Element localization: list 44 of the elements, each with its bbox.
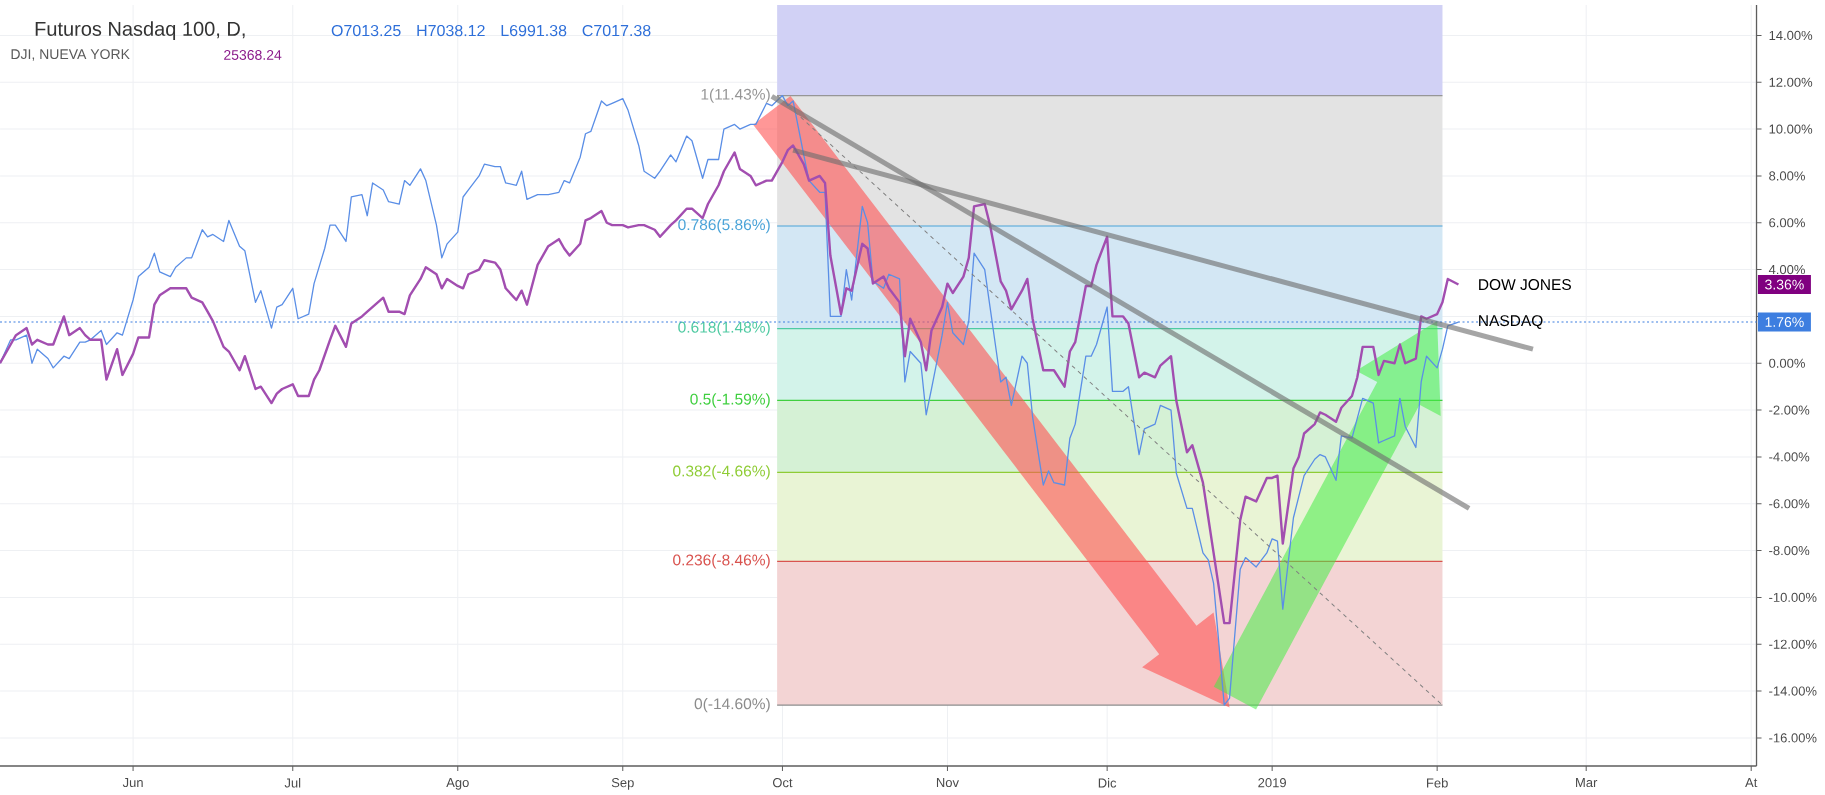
y-tick-label: 0.00% — [1769, 358, 1805, 368]
ref-line-label: 1(11.43%) — [701, 88, 770, 103]
y-tick-label: 14.00% — [1769, 30, 1813, 41]
x-tick-label: Ago — [446, 778, 469, 790]
ref-line-label: 1.76% — [1765, 317, 1804, 327]
text: 3.36% — [1765, 279, 1804, 290]
ref-line-label: 0(-14.60%) — [694, 697, 770, 713]
y-tick-label: -10.00% — [1769, 592, 1817, 602]
series-label: NASDAQ — [1479, 315, 1543, 329]
y-tick-label: 12.00% — [1769, 77, 1813, 87]
y-tick-label: 6.00% — [1769, 218, 1805, 228]
annotation: 25368.24 — [224, 50, 282, 60]
text: DJI, NUEVA YORK — [11, 49, 130, 61]
y-tick-label: 8.00% — [1769, 171, 1805, 181]
y-tick-label: -6.00% — [1769, 499, 1810, 509]
ref-line-label: 0.5(-1.59%) — [690, 393, 770, 408]
x-tick-label: Nov — [936, 778, 959, 788]
annotation: O7013.25 — [331, 24, 401, 37]
x-tick-label: Dic — [1098, 778, 1117, 788]
x-tick-label: Jun — [122, 778, 143, 788]
annotation: H7038.12 — [417, 24, 485, 37]
series-label: DOW JONES — [1479, 279, 1571, 291]
ref-line-label: 0.236(-8.46%) — [673, 554, 770, 569]
y-tick-label: -2.00% — [1769, 405, 1810, 415]
x-tick-label: Jul — [284, 778, 301, 788]
y-tick-label: -14.00% — [1769, 686, 1817, 696]
x-tick-label: Mar — [1576, 778, 1598, 788]
y-tick-label: -16.00% — [1769, 733, 1817, 743]
annotation: C7017.38 — [582, 24, 651, 37]
y-tick-label: 10.00% — [1769, 124, 1813, 134]
text: Futuros Nasdaq 100, D, — [35, 21, 245, 40]
y-tick-label: 4.00% — [1768, 264, 1805, 275]
x-tick-label: 2019 — [1258, 778, 1286, 788]
y-tick-label: -12.00% — [1769, 639, 1817, 649]
x-tick-label: Oct — [772, 778, 793, 788]
ref-line-label: 0.618(1.48%) — [678, 321, 770, 336]
ref-line-label: 0.382(-4.66%) — [673, 465, 770, 480]
ref-line-label: 0.786(5.86%) — [678, 218, 770, 234]
x-tick-label: Feb — [1427, 778, 1448, 788]
x-tick-label: At — [1745, 778, 1758, 788]
y-tick-label: -4.00% — [1769, 452, 1810, 462]
x-tick-label: Sep — [611, 778, 634, 790]
y-tick-label: -8.00% — [1769, 545, 1810, 556]
annotation: L6991.38 — [501, 24, 567, 37]
